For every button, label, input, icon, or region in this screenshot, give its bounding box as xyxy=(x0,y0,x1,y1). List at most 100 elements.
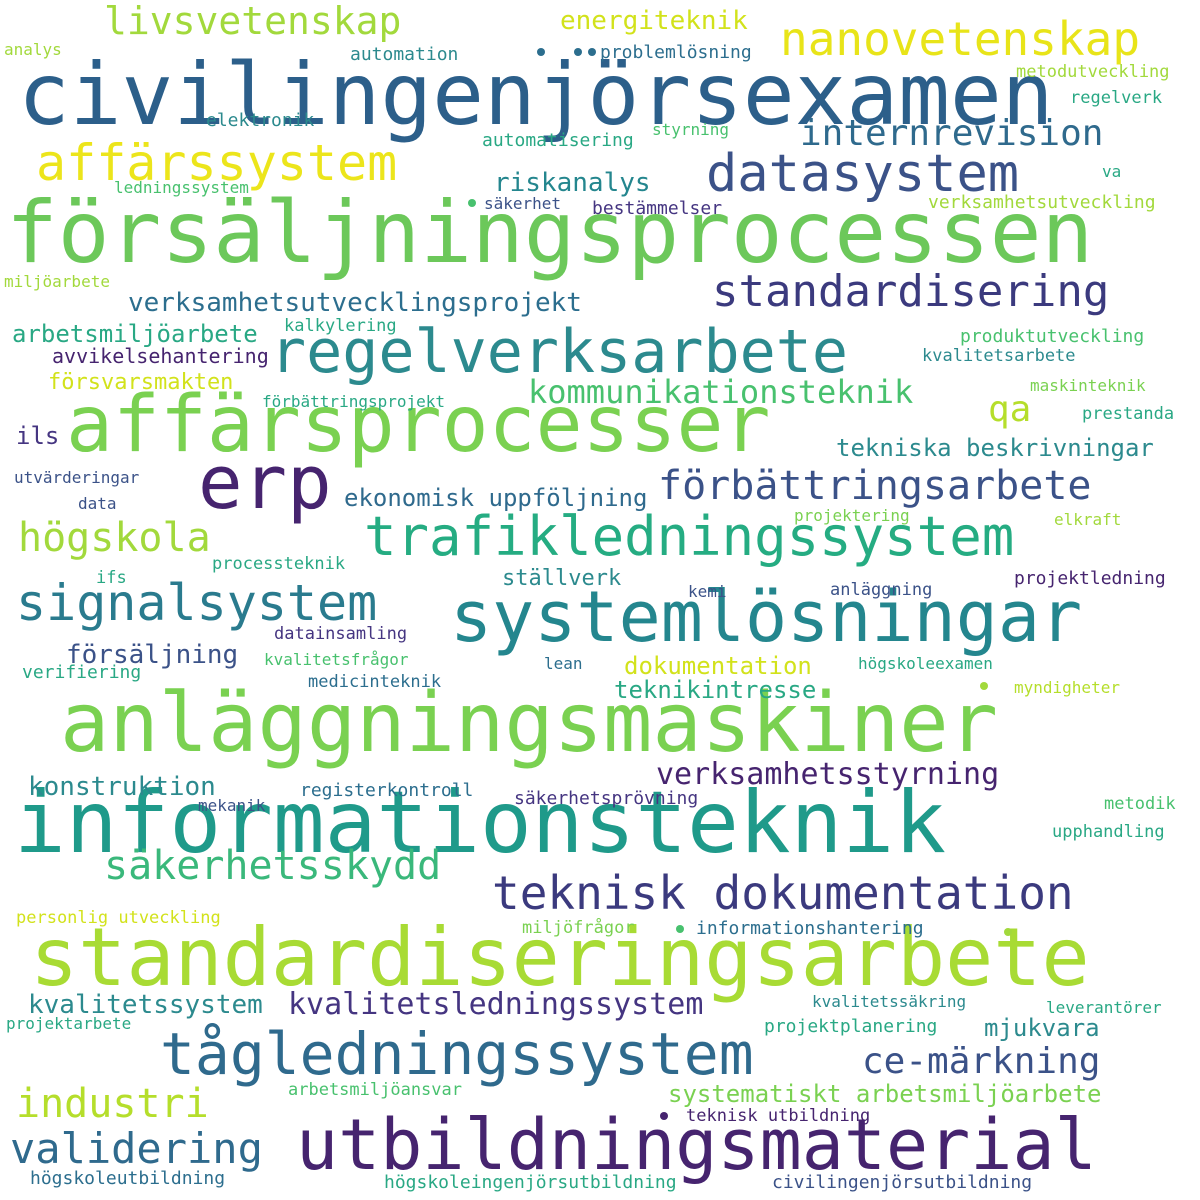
word-kommunikationsteknik: kommunikationsteknik xyxy=(528,373,914,411)
word-anlaggning: anläggning xyxy=(830,580,933,600)
word-upphandling: upphandling xyxy=(1052,822,1165,842)
word-systemlosningar: systemlösningar xyxy=(450,576,1083,658)
word-forbattringsarbete: förbättringsarbete xyxy=(658,463,1092,509)
dot-mark xyxy=(980,682,988,690)
word-qa: qa xyxy=(988,389,1032,430)
word-sakerhetsprovning: säkerhetsprövning xyxy=(514,788,699,809)
word-leverantorer: leverantörer xyxy=(1046,998,1162,1017)
word-hogskoleexamen: högskoleexamen xyxy=(858,654,993,673)
word-verksamhetsstyrning: verksamhetsstyrning xyxy=(656,757,1000,792)
word-standardisering: standardisering xyxy=(712,266,1110,317)
word-livsvetenskap: livsvetenskap xyxy=(104,0,402,43)
word-civilingenjorsexamen: civilingenjörsexamen xyxy=(18,45,1054,145)
word-miljoarbete: miljöarbete xyxy=(4,272,110,291)
word-teknisk-utbildning: teknisk utbildning xyxy=(686,1106,871,1126)
word-verifiering: verifiering xyxy=(22,662,142,683)
word-ekonomisk-uppfoljning: ekonomisk uppföljning xyxy=(344,484,648,512)
word-avvikelsehantering: avvikelsehantering xyxy=(52,344,269,368)
word-signalsystem: signalsystem xyxy=(16,574,378,632)
word-forsaljning: försäljning xyxy=(66,640,239,670)
word-projektering: projektering xyxy=(794,506,910,525)
word-dokumentation: dokumentation xyxy=(624,652,812,680)
word-metodik: metodik xyxy=(1104,794,1176,814)
dot-mark xyxy=(574,48,582,56)
word-mjukvara: mjukvara xyxy=(984,1014,1100,1042)
word-utbildningsmaterial: utbildningsmaterial xyxy=(296,1104,1097,1186)
word-kemi: kemi xyxy=(688,582,727,601)
word-problemlosning: problemlösning xyxy=(600,42,752,63)
word-konstruktion: konstruktion xyxy=(28,772,216,802)
word-prestanda: prestanda xyxy=(1082,404,1175,424)
word-forbattringsprojekt: förbättringsprojekt xyxy=(262,392,446,411)
word-teknisk-dokumentation: teknisk dokumentation xyxy=(492,866,1074,920)
word-automation: automation xyxy=(350,44,459,65)
word-arbetsmiljoarbete: arbetsmiljöarbete xyxy=(12,320,258,348)
word-informationshantering: informationshantering xyxy=(696,918,924,939)
dot-mark xyxy=(676,925,684,933)
word-kvalitetssakring: kvalitetssäkring xyxy=(812,992,967,1011)
word-affarssystem: affärssystem xyxy=(36,134,398,192)
word-tagledningssystem: tågledningssystem xyxy=(160,1020,754,1088)
word-verksamhetsutveckling: verksamhetsutveckling xyxy=(928,192,1156,213)
word-affarsprocesser: affärsprocesser xyxy=(66,380,771,470)
word-trafikledningssystem: trafikledningssystem xyxy=(364,505,1015,568)
word-systematiskt-arbetsmiljoarbete: systematiskt arbetsmiljöarbete xyxy=(668,1080,1102,1108)
word-produktutveckling: produktutveckling xyxy=(960,326,1145,347)
word-riskanalys: riskanalys xyxy=(494,168,651,198)
word-processteknik: processteknik xyxy=(212,554,346,574)
word-civilingenjorsutbildning: civilingenjörsutbildning xyxy=(772,1172,1033,1193)
word-ledningssystem: ledningssystem xyxy=(114,178,249,197)
word-industri: industri xyxy=(16,1081,209,1127)
word-standardiseringsarbete: standardiseringsarbete xyxy=(30,911,1090,1004)
word-bestammelser: bestämmelser xyxy=(592,198,723,219)
word-kvalitetsledningssystem: kvalitetsledningssystem xyxy=(288,987,704,1022)
word-datainsamling: datainsamling xyxy=(274,624,408,644)
word-ce-markning: ce-märkning xyxy=(862,1041,1101,1082)
word-hogskoleingenjorsutbildning: högskoleingenjörsutbildning xyxy=(384,1172,677,1193)
word-teknikintresse: teknikintresse xyxy=(614,676,817,704)
word-elkraft: elkraft xyxy=(1054,510,1122,529)
word-kalkylering: kalkylering xyxy=(284,316,397,336)
word-regelverk: regelverk xyxy=(1070,88,1163,108)
word-ils: ils xyxy=(16,422,60,450)
word-analys: analys xyxy=(4,40,62,59)
word-informationsteknik: informationsteknik xyxy=(14,773,946,873)
word-verksamhetsutvecklingsprojekt: verksamhetsutvecklingsprojekt xyxy=(128,288,582,318)
word-kvalitetsfragor: kvalitetsfrågor xyxy=(264,650,409,669)
word-projektledning: projektledning xyxy=(1014,568,1166,589)
word-va: va xyxy=(1102,162,1122,181)
word-erp: erp xyxy=(198,440,332,526)
word-medicinteknik: medicinteknik xyxy=(308,672,442,692)
word-projektarbete: projektarbete xyxy=(6,1014,132,1033)
word-utvarderingar: utvärderingar xyxy=(14,468,140,487)
word-automatisering: automatisering xyxy=(482,130,634,151)
word-tekniska-beskrivningar: tekniska beskrivningar xyxy=(836,434,1154,462)
word-projektplanering: projektplanering xyxy=(764,1016,938,1037)
word-kvalitetssystem: kvalitetssystem xyxy=(28,990,263,1020)
word-stallverk: ställverk xyxy=(502,566,622,591)
word-ifs: ifs xyxy=(96,568,127,588)
word-elektronik: elektronik xyxy=(206,110,315,131)
dot-mark xyxy=(468,199,476,207)
dot-mark xyxy=(588,48,596,56)
word-personlig-utveckling: personlig utveckling xyxy=(16,908,221,928)
word-maskinteknik: maskinteknik xyxy=(1030,376,1146,395)
word-anlaggningsmaskiner: anläggningsmaskiner xyxy=(60,676,998,771)
word-data: data xyxy=(78,494,117,513)
word-registerkontroll: registerkontroll xyxy=(300,780,474,801)
dot-mark xyxy=(1004,928,1012,936)
word-datasystem: datasystem xyxy=(706,144,1020,204)
word-kvalitetsarbete: kvalitetsarbete xyxy=(922,346,1076,366)
dot-mark xyxy=(660,1112,668,1120)
word-myndigheter: myndigheter xyxy=(1014,678,1120,697)
word-sakerhet: säkerhet xyxy=(484,194,562,213)
word-forsvarsmakten: försvarsmakten xyxy=(48,370,234,395)
word-energiteknik: energiteknik xyxy=(560,6,748,36)
word-regelverksarbete: regelverksarbete xyxy=(270,317,848,387)
word-hogskola: högskola xyxy=(18,515,211,561)
word-arbetsmiljoansvar: arbetsmiljöansvar xyxy=(288,1080,462,1100)
word-internrevision: internrevision xyxy=(800,113,1104,154)
dot-mark xyxy=(537,48,545,56)
word-nanovetenskap: nanovetenskap xyxy=(780,12,1141,66)
